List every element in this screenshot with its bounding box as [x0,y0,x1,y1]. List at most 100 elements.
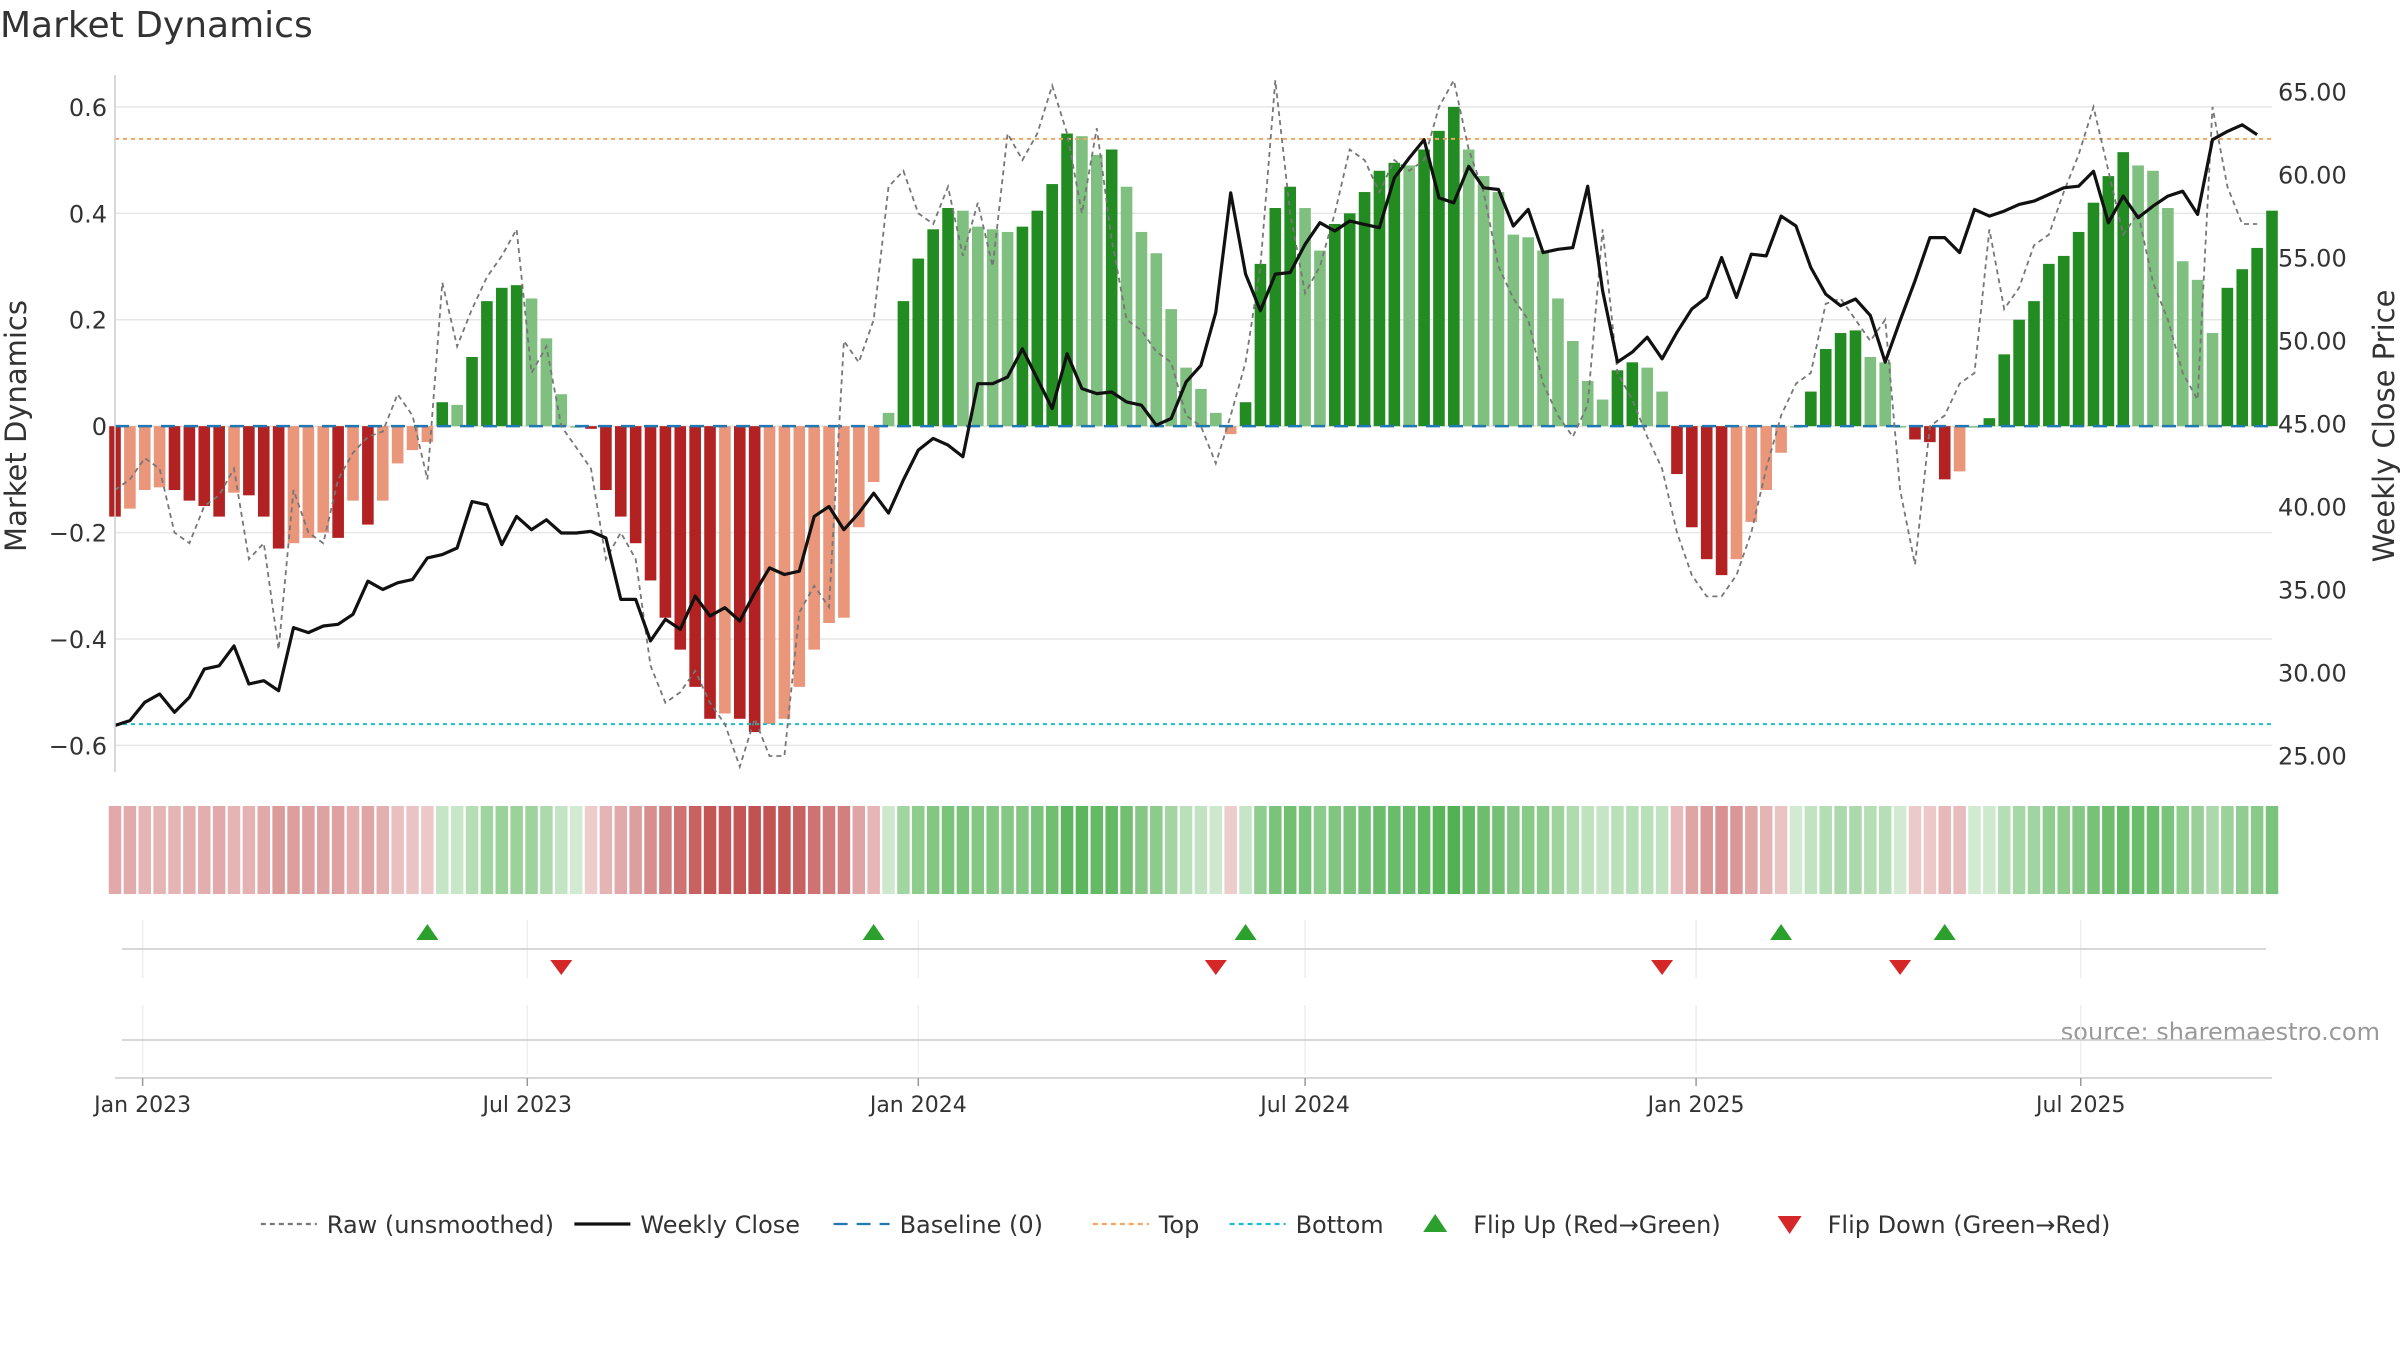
y2-tick-label: 60.00 [2278,162,2347,190]
regime-cell [1715,806,1728,894]
dynamics-bar [510,285,523,427]
regime-cell [1239,806,1252,894]
legend-label: Weekly Close [640,1211,800,1239]
dynamics-bar [302,426,315,538]
dynamics-bar [2147,170,2159,427]
dynamics-bar [1626,362,1639,427]
lines-layer [114,77,2272,770]
regime-cell [1164,806,1178,894]
regime-cell [317,806,330,894]
regime-cell [1878,806,1892,894]
regime-cell [718,806,732,894]
regime-cell [287,806,300,894]
dynamics-bar [1864,356,1877,427]
regime-cell [2221,806,2234,894]
regime-cell [1864,806,1877,894]
dynamics-bar [2072,231,2085,427]
regime-cell [1417,806,1431,894]
dynamics-bar [1894,426,1906,428]
y2-tick-label: 55.00 [2278,245,2347,273]
y-tick-label: 0.2 [69,307,107,335]
regime-cell [674,806,687,894]
dynamics-bar [897,301,910,427]
dynamics-bar [228,426,240,493]
x-tick-label: Jul 2025 [2034,1093,2126,1118]
flip-down-legend-icon [1777,1216,1802,1234]
regime-cell [941,806,955,894]
dynamics-bar [1686,426,1698,528]
regime-cell [763,806,776,894]
y2-tick-label: 30.00 [2278,659,2347,687]
y2-tick-label: 65.00 [2278,79,2347,107]
x-tick-label: Jul 2023 [481,1093,573,1118]
regime-cell [1536,806,1550,894]
dynamics-bar [376,426,389,501]
x-tick-label: Jan 2025 [1646,1093,1745,1118]
regime-cell [2012,806,2026,894]
regime-cell [971,806,985,894]
legend-item: Top [1092,1211,1200,1239]
weekly-close-line [114,123,2258,728]
regime-cell [912,806,925,894]
dynamics-bar [1254,263,1267,427]
regime-cell [1001,806,1014,894]
regime-cell [302,806,315,894]
regime-cell [108,806,122,894]
dynamics-bar [1433,130,1445,427]
dynamics-bar [1076,136,1088,427]
dynamics-bar [867,426,880,483]
dynamics-bar [763,426,776,725]
dynamics-bar [2236,269,2249,427]
dynamics-bar [778,426,791,719]
regime-cell [1819,806,1832,894]
dynamics-bar [1507,234,1520,427]
dynamics-bar [198,426,211,506]
regime-cell [525,806,538,894]
regime-cell [1626,806,1639,894]
regime-cell [138,806,151,894]
regime-cell [688,806,702,894]
dynamics-bar [362,426,374,525]
dynamics-bar [719,426,731,714]
dynamics-bar [257,426,270,517]
dynamics-bar [2162,208,2174,427]
regime-cell [584,806,598,894]
regime-cell [897,806,910,894]
dynamics-bar [2132,165,2144,427]
dynamics-bar [793,426,806,687]
y-tick-label: −0.6 [49,732,107,760]
legend-item: Baseline (0) [833,1211,1043,1239]
regime-cell [2072,806,2085,894]
dynamics-bar [391,426,404,464]
regime-cell [1700,806,1713,894]
legend-label: Top [1158,1211,1200,1239]
regime-cell [2250,806,2264,894]
regime-cell [882,806,895,894]
flip-markers-panel [122,920,2266,1074]
dynamics-bar [272,426,285,549]
y2-tick-label: 40.00 [2278,493,2347,521]
axes-layer: −0.6 −0.4 −0.2 0 0.2 0.4 0.6 25.00 30.00 35.00 40.… [49,75,2347,772]
dynamics-bar [1968,426,1981,428]
legend-item: Bottom [1229,1211,1384,1239]
dynamics-bar [1224,426,1237,435]
dynamics-bar [1477,176,1490,427]
dynamics-bar [600,426,612,491]
regime-cell [629,806,642,894]
flip-up-marker [1770,924,1793,940]
regime-cell [1373,806,1386,894]
regime-cell [1849,806,1862,894]
x-tick-label: Jan 2024 [868,1093,967,1118]
dynamics-bar [1849,330,1862,427]
regime-cell [391,806,404,894]
dynamics-bar [1210,412,1222,427]
dynamics-bar [808,426,820,650]
dynamics-bar [1373,170,1386,427]
regime-cell [1953,806,1966,894]
dynamics-bar [1284,186,1296,427]
regime-cell [1745,806,1758,894]
legend-item: Raw (unsmoothed) [260,1211,554,1239]
y2-tick-label: 50.00 [2278,328,2347,356]
regime-cell [926,806,940,894]
dynamics-bar [2087,202,2100,427]
